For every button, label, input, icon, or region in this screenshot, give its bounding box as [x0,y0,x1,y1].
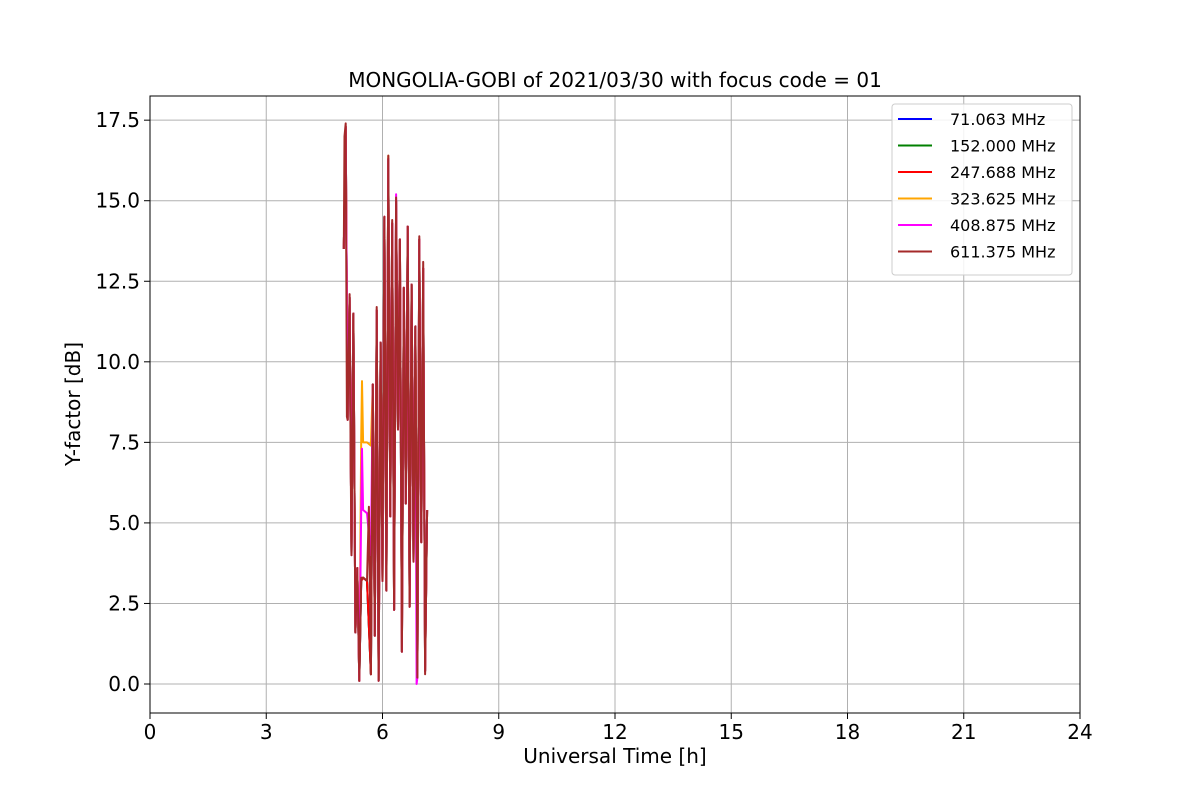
legend-label: 247.688 MHz [950,163,1055,182]
x-tick-label: 9 [492,720,505,744]
legend: 71.063 MHz 152.000 MHz 247.688 MHz 323.625 … [891,103,1073,276]
x-tick-label: 18 [835,720,860,744]
series-lines [342,122,429,685]
x-tick-label: 21 [951,720,976,744]
y-tick-label: 0.0 [108,672,140,696]
legend-box [891,103,1073,276]
y-tick-label: 2.5 [108,591,140,615]
x-tick-label: 3 [260,720,273,744]
legend-label: 323.625 MHz [950,190,1055,209]
y-tick-label: 12.5 [95,269,140,293]
x-axis-label: Universal Time [h] [523,744,706,768]
legend-label: 408.875 MHz [950,216,1055,235]
y-tick-label: 5.0 [108,511,140,535]
chart-title: MONGOLIA-GOBI of 2021/03/30 with focus c… [348,68,882,92]
x-tick-label: 24 [1067,720,1092,744]
y-axis-label: Y-factor [dB] [61,342,85,467]
y-tick-label: 10.0 [95,350,140,374]
series-line [342,122,429,682]
x-axis-ticks: 0 3 6 9 12 15 18 21 24 [144,713,1093,744]
y-tick-label: 17.5 [95,108,140,132]
legend-label: 71.063 MHz [950,110,1045,129]
y-tick-label: 7.5 [108,430,140,454]
y-axis-ticks: 0.0 2.5 5.0 7.5 10.0 12.5 15.0 17.5 [95,108,150,696]
x-tick-label: 0 [144,720,157,744]
x-tick-label: 6 [376,720,389,744]
legend-label: 152.000 MHz [950,137,1055,156]
y-tick-label: 15.0 [95,189,140,213]
x-tick-label: 15 [719,720,744,744]
x-tick-label: 12 [602,720,627,744]
legend-label: 611.375 MHz [950,243,1055,262]
